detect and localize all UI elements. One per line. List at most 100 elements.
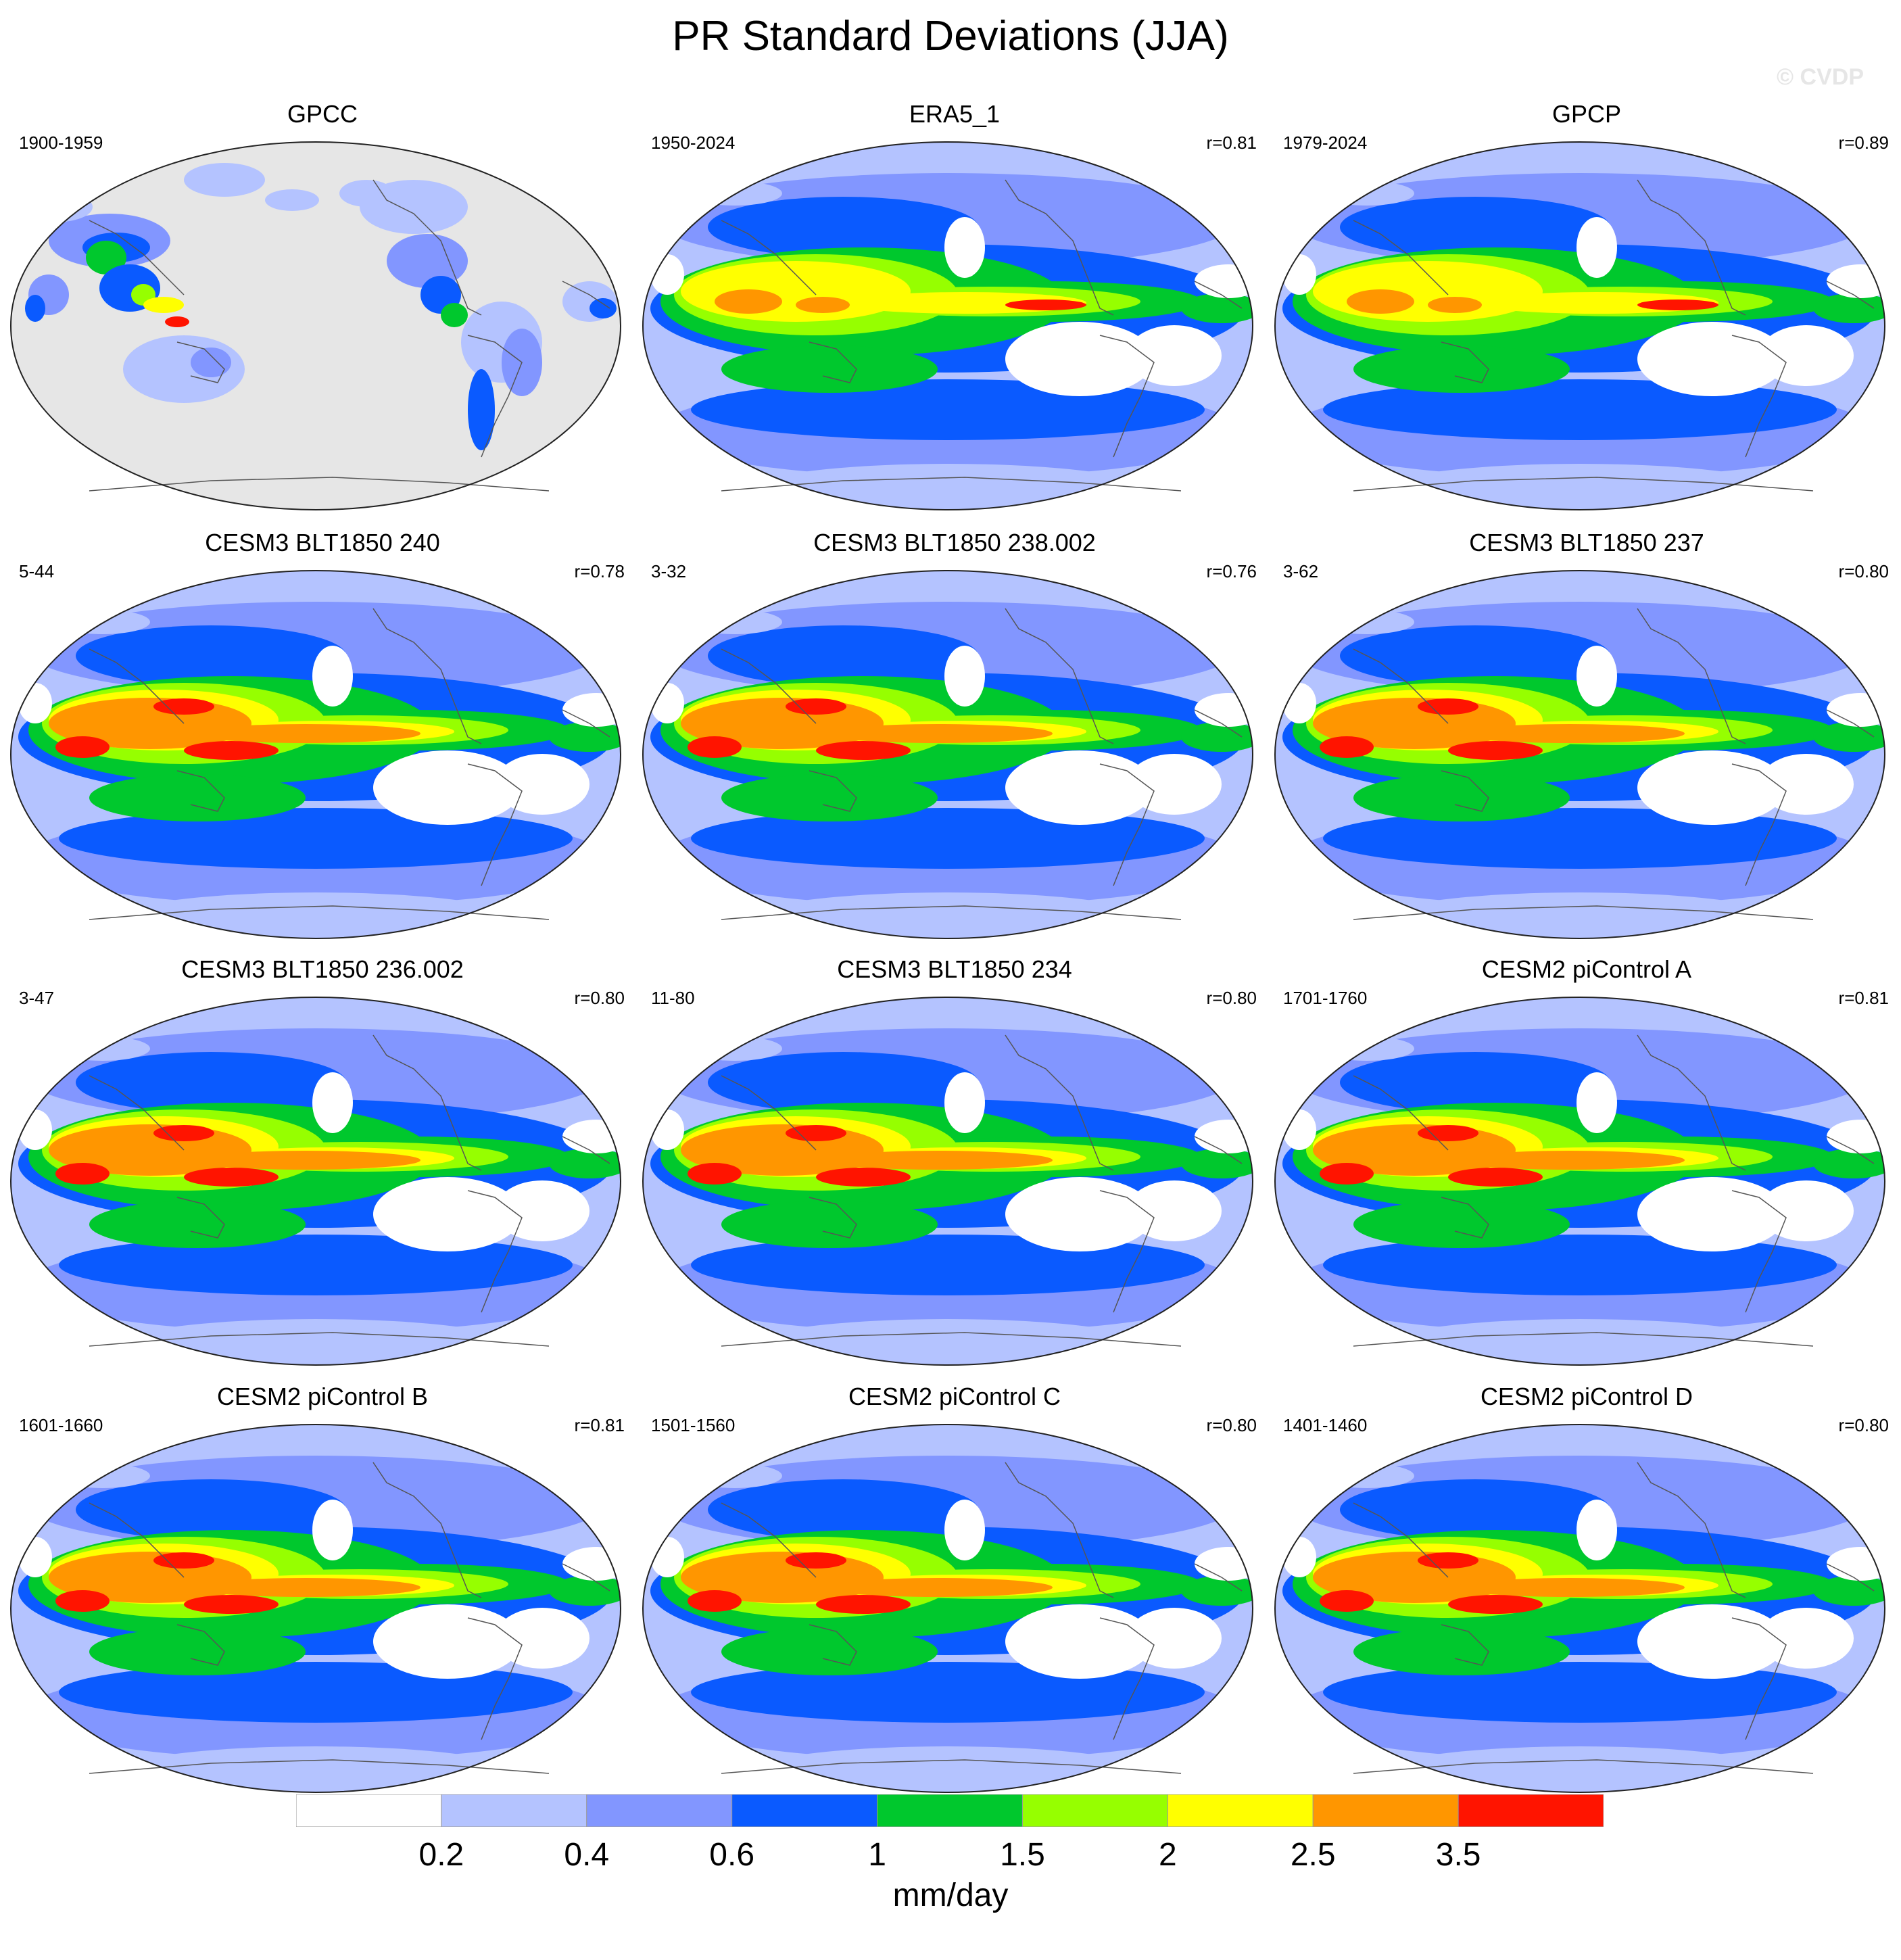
- world-map: [1274, 997, 1885, 1366]
- panel-years: 1601-1660: [19, 1415, 103, 1435]
- coastlines: [89, 608, 610, 920]
- colorbar-swatch: [731, 1794, 878, 1827]
- map-border: [1274, 1424, 1885, 1793]
- colorbar-swatch: [296, 1794, 442, 1827]
- panel-years: 1701-1760: [1283, 988, 1368, 1008]
- panel-title: CESM3 BLT1850 236.002: [181, 955, 464, 983]
- world-map: [10, 141, 621, 510]
- map-border: [1274, 570, 1885, 939]
- map-panel: CESM3 BLT1850 237 3-62 r=0.80: [1272, 529, 1901, 948]
- world-map: [642, 997, 1253, 1366]
- panel-correlation: r=0.78: [574, 561, 625, 581]
- panel-title: GPCC: [287, 100, 358, 128]
- colorbar-tick-label: 2: [1158, 1837, 1177, 1873]
- colorbar-units: mm/day: [892, 1878, 1009, 1913]
- panel-years: 3-47: [19, 988, 55, 1008]
- map-border: [10, 1424, 621, 1793]
- world-map: [1274, 570, 1885, 939]
- map-panel: CESM3 BLT1850 238.002 3-32 r=0.76: [640, 529, 1269, 948]
- coastlines: [1353, 608, 1875, 920]
- panel-title: CESM2 piControl A: [1481, 955, 1692, 983]
- colorbar-tick-label: 0.6: [709, 1837, 755, 1873]
- coastlines: [89, 1462, 610, 1774]
- coastlines: [89, 179, 610, 492]
- map-field: [11, 142, 621, 510]
- map-border: [642, 570, 1253, 939]
- map-field: [1275, 142, 1885, 510]
- coastlines: [1353, 179, 1875, 492]
- panel-years: 1950-2024: [651, 133, 736, 153]
- panel-years: 3-62: [1283, 561, 1319, 581]
- map-border: [10, 570, 621, 939]
- map-border: [10, 141, 621, 510]
- colorbar-swatch: [1167, 1794, 1314, 1827]
- world-map: [642, 141, 1253, 510]
- panel-correlation: r=0.81: [574, 1415, 625, 1435]
- colorbar-tick-label: 2.5: [1290, 1837, 1336, 1873]
- coastlines: [721, 1462, 1243, 1774]
- panel-years: 11-80: [651, 988, 695, 1008]
- panel-title: CESM2 piControl C: [848, 1383, 1061, 1410]
- panel-title: CESM3 BLT1850 240: [205, 529, 440, 556]
- panel-title: CESM3 BLT1850 234: [837, 955, 1072, 983]
- panel-years: 1979-2024: [1283, 133, 1368, 153]
- map-panel: ERA5_1 1950-2024 r=0.81: [640, 100, 1269, 519]
- map-border: [642, 997, 1253, 1366]
- world-map: [1274, 1424, 1885, 1793]
- map-border: [642, 141, 1253, 510]
- colorbar-tick-label: 1: [868, 1837, 886, 1873]
- map-panel: CESM2 piControl B 1601-1660 r=0.81: [8, 1383, 637, 1802]
- coastlines: [721, 179, 1243, 492]
- map-panel: CESM3 BLT1850 234 11-80 r=0.80: [640, 955, 1269, 1375]
- map-border: [1274, 997, 1885, 1366]
- map-panel: GPCC 1900-1959: [8, 100, 637, 519]
- world-map: [10, 1424, 621, 1793]
- panel-correlation: r=0.80: [1206, 1415, 1257, 1435]
- colorbar: [296, 1794, 1604, 1827]
- panel-correlation: r=0.80: [1838, 1415, 1889, 1435]
- panel-years: 5-44: [19, 561, 55, 581]
- map-border: [1274, 141, 1885, 510]
- panel-correlation: r=0.80: [1206, 988, 1257, 1008]
- colorbar-tick-label: 1.5: [1000, 1837, 1045, 1873]
- map-panel: GPCP 1979-2024 r=0.89: [1272, 100, 1901, 519]
- colorbar-tick-label: 0.2: [418, 1837, 464, 1873]
- world-map: [642, 570, 1253, 939]
- map-field: [11, 571, 621, 938]
- panel-correlation: r=0.81: [1206, 133, 1257, 153]
- panel-correlation: r=0.89: [1838, 133, 1889, 153]
- panel-correlation: r=0.80: [574, 988, 625, 1008]
- map-field: [1275, 571, 1885, 938]
- coastlines: [721, 608, 1243, 920]
- panel-title: CESM2 piControl B: [216, 1383, 429, 1410]
- world-map: [1274, 141, 1885, 510]
- watermark: © CVDP: [1777, 64, 1864, 90]
- panel-correlation: r=0.80: [1838, 561, 1889, 581]
- map-border: [642, 1424, 1253, 1793]
- panel-correlation: r=0.76: [1206, 561, 1257, 581]
- map-panel: CESM2 piControl D 1401-1460 r=0.80: [1272, 1383, 1901, 1802]
- world-map: [10, 570, 621, 939]
- map-field: [1275, 997, 1885, 1365]
- map-panel: CESM2 piControl A 1701-1760 r=0.81: [1272, 955, 1901, 1375]
- world-map: [10, 997, 621, 1366]
- panel-years: 1401-1460: [1283, 1415, 1368, 1435]
- page-title: PR Standard Deviations (JJA): [672, 13, 1229, 59]
- map-field: [643, 571, 1253, 938]
- map-field: [1275, 1425, 1885, 1792]
- colorbar-tick-label: 3.5: [1435, 1837, 1481, 1873]
- panel-years: 1900-1959: [19, 133, 103, 153]
- panel-title: CESM3 BLT1850 238.002: [813, 529, 1096, 556]
- coastlines: [1353, 1462, 1875, 1774]
- panel-years: 1501-1560: [651, 1415, 736, 1435]
- coastlines: [721, 1034, 1243, 1347]
- panel-title: CESM3 BLT1850 237: [1469, 529, 1704, 556]
- colorbar-swatch: [877, 1794, 1023, 1827]
- colorbar-swatch: [1458, 1794, 1604, 1827]
- panel-title: CESM2 piControl D: [1480, 1383, 1693, 1410]
- map-panel: CESM2 piControl C 1501-1560 r=0.80: [640, 1383, 1269, 1802]
- colorbar-tick-label: 0.4: [564, 1837, 610, 1873]
- map-panel: CESM3 BLT1850 236.002 3-47 r=0.80: [8, 955, 637, 1375]
- panel-title: GPCP: [1551, 100, 1622, 128]
- map-field: [643, 1425, 1253, 1792]
